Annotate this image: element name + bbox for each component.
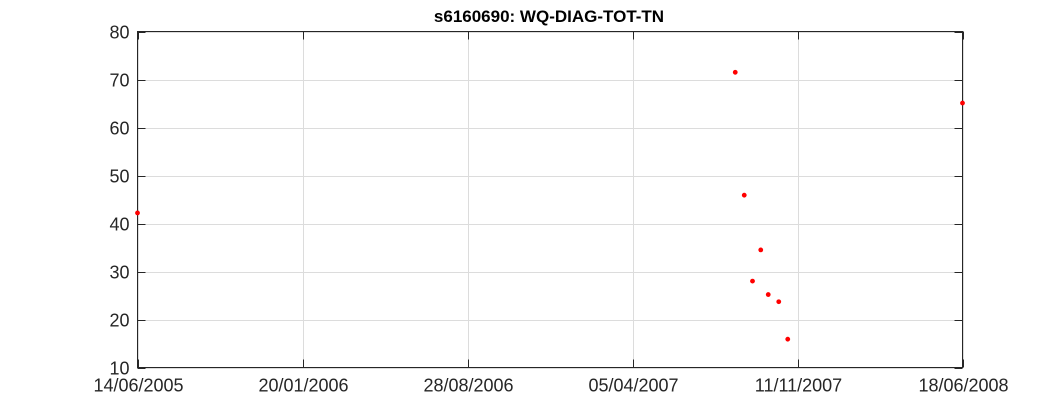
axes-box (137, 31, 963, 368)
grid-layer (137, 31, 964, 369)
data-point (732, 69, 738, 75)
label-layer: 14/06/2005 20/01/2006 28/08/2006 05/04/2007… (93, 23, 1008, 396)
data-point (765, 292, 771, 297)
y-tick-label: 40 (109, 215, 129, 235)
x-tick-label: 18/06/2008 (918, 376, 1008, 396)
x-tick-label: 11/11/2007 (755, 376, 842, 396)
x-tick-label: 20/01/2006 (258, 376, 348, 396)
data-point (741, 192, 747, 198)
y-tick-label: 60 (109, 119, 129, 139)
y-tick-label: 50 (109, 167, 129, 187)
y-tick-label: 80 (109, 23, 129, 43)
data-point (785, 336, 791, 342)
point-layer (135, 69, 965, 342)
y-tick-label: 70 (109, 71, 129, 91)
x-tick-label: 28/08/2006 (423, 376, 513, 396)
data-point (960, 100, 965, 106)
y-tick-label: 10 (109, 359, 129, 379)
x-tick-label: 05/04/2007 (588, 376, 678, 396)
y-tick-label: 20 (109, 311, 129, 331)
data-point (776, 299, 782, 305)
data-point (758, 247, 764, 253)
y-tick-label: 30 (109, 263, 129, 283)
x-tick-label: 14/06/2005 (93, 376, 183, 396)
chart-title: s6160690: WQ-DIAG-TOT-TN (434, 7, 664, 26)
tick-layer (137, 31, 964, 369)
data-point (135, 210, 140, 216)
data-point (750, 278, 755, 284)
